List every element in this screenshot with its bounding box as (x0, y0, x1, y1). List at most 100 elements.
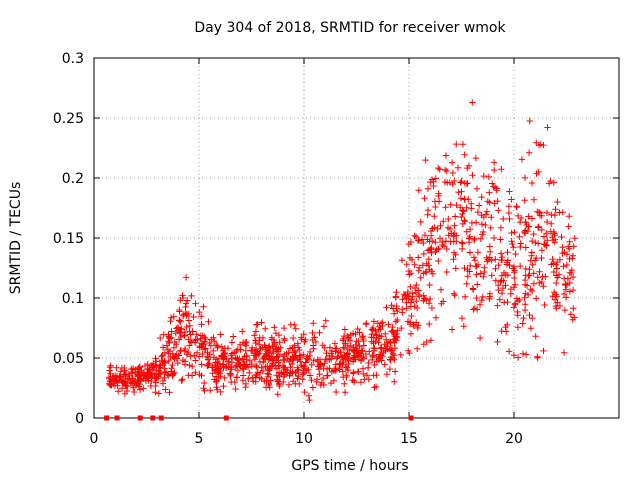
data-point (253, 352, 260, 359)
data-point (193, 331, 200, 338)
data-point (118, 385, 126, 392)
data-point (459, 141, 467, 148)
data-point (388, 347, 395, 355)
data-point (547, 177, 554, 185)
data-point (486, 293, 493, 300)
data-point (306, 396, 313, 404)
data-point (178, 377, 185, 384)
data-point (333, 355, 340, 362)
data-point (473, 294, 480, 302)
data-point (237, 346, 244, 353)
data-point (416, 264, 423, 271)
data-point (357, 349, 364, 357)
data-point (387, 339, 394, 347)
data-point (434, 245, 442, 252)
data-point (422, 156, 429, 164)
data-point (359, 365, 367, 372)
data-point (407, 283, 414, 291)
data-point (372, 338, 379, 345)
data-point (363, 372, 371, 379)
data-point (106, 364, 114, 371)
data-point (461, 151, 468, 158)
data-point (129, 375, 137, 382)
data-point (169, 361, 176, 369)
data-point (141, 362, 149, 370)
data-point (355, 368, 362, 375)
data-point (536, 268, 543, 275)
data-point (511, 228, 518, 236)
data-point (266, 384, 273, 391)
data-point (477, 270, 484, 277)
data-point (498, 290, 506, 297)
data-point (332, 348, 339, 355)
data-point (316, 329, 323, 336)
data-point (206, 339, 213, 347)
data-point (553, 261, 560, 268)
data-point (426, 320, 433, 328)
data-point (228, 339, 236, 346)
data-point (553, 279, 560, 287)
data-point (290, 355, 297, 362)
data-point (407, 330, 415, 337)
data-point (534, 354, 541, 361)
data-point (457, 179, 464, 186)
data-point (427, 178, 434, 186)
data-point (242, 342, 250, 349)
data-point (447, 201, 454, 208)
data-point (280, 324, 288, 332)
data-point (478, 212, 485, 219)
data-point (321, 360, 328, 367)
data-point (445, 215, 452, 223)
data-point (490, 234, 498, 242)
data-point (168, 365, 175, 372)
data-point (418, 236, 426, 243)
data-point (432, 314, 440, 321)
data-point (318, 379, 325, 387)
data-point (210, 354, 218, 361)
data-point (373, 332, 380, 339)
data-point (565, 213, 573, 220)
data-point (476, 334, 484, 342)
data-point (521, 276, 529, 284)
data-point (522, 290, 529, 297)
data-point (426, 281, 433, 289)
data-point (518, 156, 526, 163)
data-point (223, 363, 230, 370)
data-point (537, 141, 544, 148)
data-point (525, 149, 533, 156)
data-point (207, 387, 214, 394)
data-point (171, 355, 178, 363)
data-point (467, 262, 474, 269)
data-point (280, 378, 287, 386)
data-point (111, 377, 118, 385)
data-point (440, 243, 448, 250)
data-point (265, 349, 272, 356)
data-point (198, 313, 205, 320)
data-point (176, 306, 183, 314)
data-point (251, 332, 258, 339)
data-point (479, 231, 486, 238)
data-point (152, 355, 159, 362)
data-point (516, 218, 524, 226)
data-point (421, 195, 428, 202)
data-point (463, 204, 470, 211)
data-point (468, 205, 475, 212)
data-point (323, 349, 330, 357)
data-point (234, 359, 242, 367)
data-point (415, 187, 422, 194)
data-point (473, 271, 480, 278)
data-point (232, 385, 239, 393)
data-point (220, 364, 227, 371)
data-point (351, 348, 358, 355)
data-point (454, 164, 462, 171)
x-tick-label: 5 (195, 431, 204, 447)
data-point (181, 345, 189, 353)
data-point (273, 372, 280, 379)
data-point (438, 300, 445, 307)
data-point (271, 339, 278, 346)
data-point (538, 247, 546, 254)
data-point (427, 246, 434, 253)
data-point (514, 212, 522, 220)
data-point (136, 386, 144, 393)
data-point (497, 236, 504, 243)
